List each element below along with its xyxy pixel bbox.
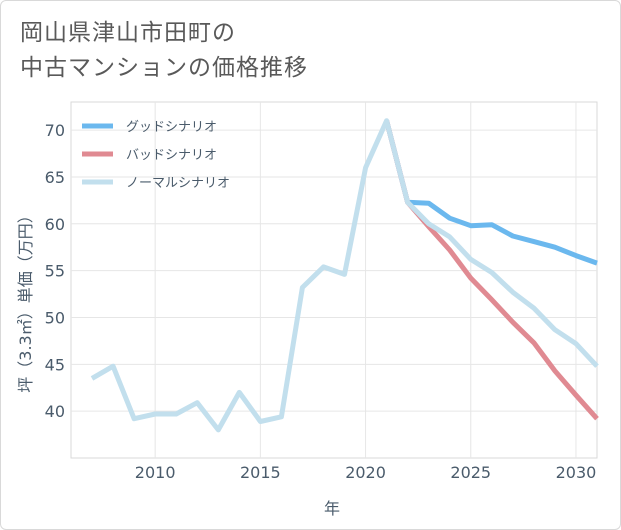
x-axis-label: 年 — [324, 499, 340, 518]
chart-title-line-1: 岡山県津山市田町の — [20, 20, 236, 46]
tick-labels: 2010 2015 2020 2025 2030 40 45 50 55 60 65 70 — [45, 121, 597, 482]
legend-label-0: グッドシナリオ — [126, 120, 217, 135]
x-tick-label-2010: 2010 — [135, 463, 176, 482]
y-axis-label: 坪（3.3㎡）単価（万円） — [16, 207, 35, 392]
series-lines — [90, 118, 599, 433]
x-tick-label-2025: 2025 — [450, 463, 491, 482]
legend-label-2: ノーマルシナリオ — [126, 176, 230, 191]
x-tick-label-2020: 2020 — [345, 463, 386, 482]
plot-area — [70, 101, 598, 459]
y-tick-label-50: 50 — [45, 308, 65, 327]
series-line-0 — [384, 120, 598, 266]
y-tick-label-55: 55 — [45, 262, 65, 281]
chart-title: 岡山県津山市田町の 中古マンションの価格推移 — [20, 16, 308, 86]
x-tick-label-2030: 2030 — [556, 463, 597, 482]
y-tick-label-70: 70 — [45, 121, 65, 140]
x-tick-label-2015: 2015 — [240, 463, 281, 482]
legend-label-1: バッドシナリオ — [126, 148, 217, 163]
y-tick-label-40: 40 — [45, 402, 65, 421]
y-tick-label-60: 60 — [45, 215, 65, 234]
series-line-2 — [90, 118, 599, 433]
y-tick-label-65: 65 — [45, 168, 65, 187]
y-tick-label-45: 45 — [45, 355, 65, 374]
chart-title-line-2: 中古マンションの価格推移 — [20, 55, 308, 81]
